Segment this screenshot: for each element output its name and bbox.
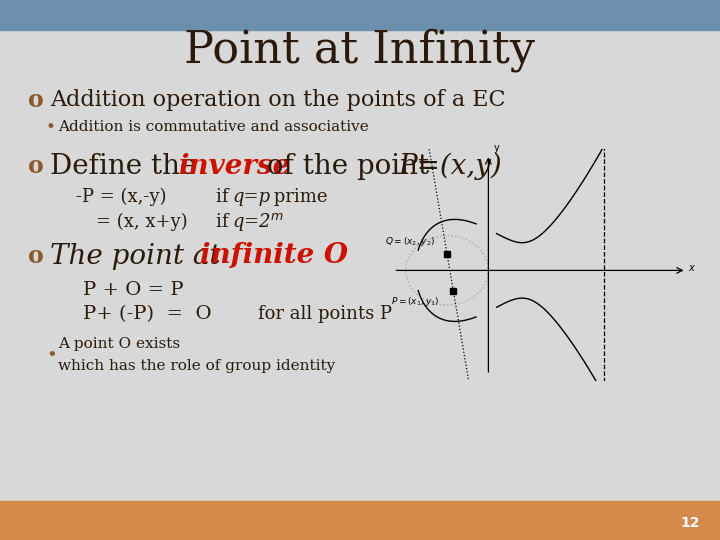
Text: •: • [46, 346, 57, 364]
Text: = (x, x+y): = (x, x+y) [96, 213, 188, 231]
Text: q=p: q=p [232, 188, 270, 206]
Bar [0, 0, 720, 30]
Text: Addition is commutative and associative: Addition is commutative and associative [58, 120, 369, 134]
Text: P=(x,y): P=(x,y) [398, 152, 502, 180]
Text: for all points P: for all points P [258, 305, 392, 323]
Text: of the point: of the point [258, 152, 438, 179]
Text: o: o [28, 244, 44, 268]
Text: if: if [216, 188, 234, 206]
Text: o: o [28, 88, 44, 112]
Text: prime: prime [268, 188, 328, 206]
Text: A point O exists
which has the role of group identity: A point O exists which has the role of g… [58, 336, 336, 373]
Text: o: o [28, 154, 44, 178]
Text: •: • [46, 118, 56, 136]
Text: y: y [493, 143, 499, 153]
Text: $Q = (x_2, y_2)$: $Q = (x_2, y_2)$ [385, 235, 436, 248]
Text: 12: 12 [680, 516, 700, 530]
Text: $P = (x_1, y_1)$: $P = (x_1, y_1)$ [392, 295, 440, 308]
Text: q=2$^m$: q=2$^m$ [232, 211, 284, 233]
Text: x: x [688, 262, 694, 273]
Text: infinite O: infinite O [200, 242, 348, 269]
Text: inverse: inverse [178, 152, 290, 179]
Text: P + O = P: P + O = P [83, 281, 184, 299]
Text: Define the: Define the [50, 152, 205, 179]
Text: Point at Infinity: Point at Infinity [184, 28, 536, 72]
Text: -P = (x,-y): -P = (x,-y) [76, 188, 166, 206]
Text: The point at: The point at [50, 242, 230, 269]
Text: if: if [216, 213, 234, 231]
Bar [0, 501, 720, 540]
Text: P+ (-P)  =  O: P+ (-P) = O [83, 305, 212, 323]
Text: Addition operation on the points of a EC: Addition operation on the points of a EC [50, 89, 505, 111]
